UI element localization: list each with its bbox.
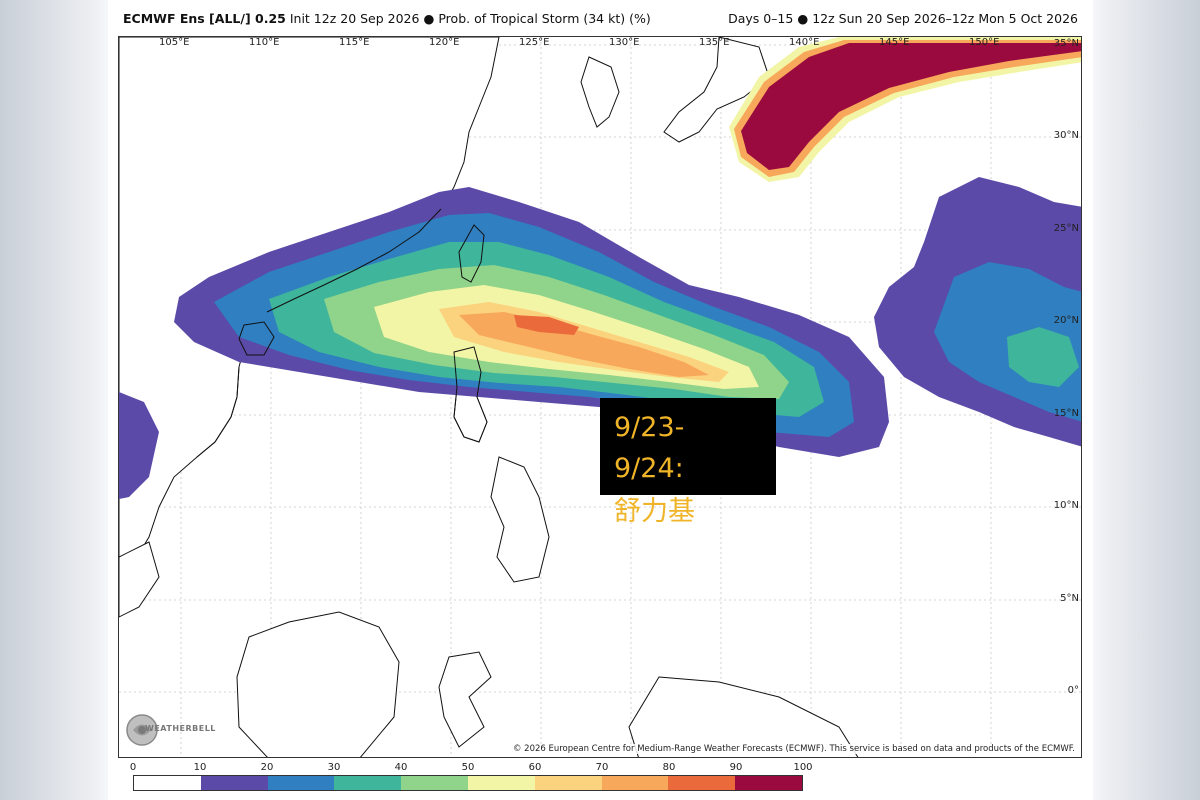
colorbar-segment [334, 776, 402, 790]
logo-text: WEATHERBELL [145, 724, 216, 733]
lat-label-10: 10°N [1053, 500, 1079, 511]
lon-label-105: 105°E [159, 37, 190, 48]
days-range: Days 0–15 [728, 11, 794, 26]
annotation-date-start: 9/23- [614, 412, 685, 443]
copyright-notice: © 2026 European Centre for Medium-Range … [510, 744, 1077, 754]
colorbar-segment [134, 776, 201, 790]
weatherbell-logo: WEATHERBELL [125, 713, 215, 747]
colorbar-tick-label: 40 [394, 762, 408, 773]
lon-label-130: 130°E [609, 37, 640, 48]
chart-title-right: Days 0–15 ● 12z Sun 20 Sep 2026–12z Mon … [728, 11, 1078, 26]
lat-label-20: 20°N [1053, 315, 1079, 326]
colorbar-tick-label: 80 [662, 762, 676, 773]
bullet-separator-2: ● [797, 11, 809, 26]
colorbar [133, 775, 803, 791]
annotation-storm-name: 舒力基 [614, 496, 695, 527]
colorbar-segment [534, 776, 602, 790]
colorbar-tick-label: 10 [193, 762, 207, 773]
init-time: Init 12z 20 Sep 2026 [289, 11, 420, 26]
colorbar-tick-label: 90 [729, 762, 743, 773]
lon-label-145: 145°E [879, 37, 910, 48]
lat-label-15: 15°N [1053, 408, 1079, 419]
map-canvas [119, 37, 1081, 757]
probability-swath-main [174, 187, 889, 457]
colorbar-segment [467, 776, 535, 790]
chart-title-left: ECMWF Ens [ALL/] 0.25 Init 12z 20 Sep 20… [123, 11, 651, 26]
colorbar-tick-label: 70 [595, 762, 609, 773]
lat-label-5: 5°N [1060, 593, 1079, 604]
colorbar-segment [735, 776, 802, 790]
lat-label-25: 25°N [1053, 223, 1079, 234]
product-name: Prob. of Tropical Storm (34 kt) (%) [438, 11, 651, 26]
colorbar-segment [401, 776, 468, 790]
probability-swath-northeast [729, 37, 1081, 182]
lon-label-120: 120°E [429, 37, 460, 48]
colorbar-tick-label: 50 [461, 762, 475, 773]
model-name: ECMWF Ens [ALL/] 0.25 [123, 11, 286, 26]
colorbar-segment [601, 776, 669, 790]
colorbar-tick-label: 20 [260, 762, 274, 773]
annotation-box [600, 398, 776, 495]
coastline-overlay [196, 208, 488, 458]
lon-label-125: 125°E [519, 37, 550, 48]
colorbar-tick-label: 0 [129, 762, 137, 773]
lat-label-0: 0° [1067, 685, 1079, 696]
lon-label-135: 135°E [699, 37, 730, 48]
bullet-separator: ● [423, 11, 435, 26]
valid-range: 12z Sun 20 Sep 2026–12z Mon 5 Oct 2026 [812, 11, 1078, 26]
colorbar-tick-label: 60 [528, 762, 542, 773]
colorbar-segment [200, 776, 268, 790]
lon-label-140: 140°E [789, 37, 820, 48]
lon-label-150: 150°E [969, 37, 1000, 48]
lat-label-35: 35°N [1053, 38, 1079, 49]
probability-map: 105°E 110°E 115°E 120°E 125°E 130°E 135°… [118, 36, 1082, 758]
probability-swath-west [119, 392, 159, 499]
logo-icon [126, 714, 158, 746]
lon-label-115: 115°E [339, 37, 370, 48]
colorbar-tick-label: 100 [793, 762, 813, 773]
lon-label-110: 110°E [249, 37, 280, 48]
colorbar-tick-label: 30 [327, 762, 341, 773]
annotation-date-end: 9/24: [614, 453, 684, 484]
probability-swath-east [874, 177, 1081, 447]
lat-label-30: 30°N [1053, 130, 1079, 141]
colorbar-segment [267, 776, 335, 790]
colorbar-segment [668, 776, 736, 790]
